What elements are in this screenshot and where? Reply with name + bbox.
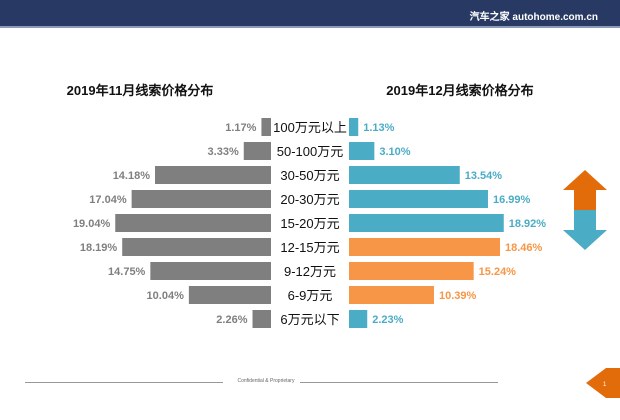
page-number: 1 [603,382,607,388]
category-label: 20-30万元 [280,192,339,207]
bar-dec [349,286,434,304]
footer-text: Confidential & Proprietary [237,378,295,384]
category-label: 12-15万元 [280,240,339,255]
page-number-badge: 1 [586,368,620,398]
label-nov: 17.04% [89,194,127,206]
label-dec: 16.99% [493,194,531,206]
header-bar: 汽车之家 autohome.com.cn [0,0,620,28]
label-dec: 10.39% [439,290,477,302]
category-label: 9-12万元 [284,264,336,279]
bar-nov [188,286,271,304]
label-nov: 19.04% [73,218,111,230]
label-dec: 18.46% [505,242,543,254]
bar-dec [349,118,359,136]
bar-dec [349,142,375,160]
bar-nov [243,142,271,160]
bar-nov [155,166,271,184]
label-nov: 3.33% [208,146,239,158]
label-nov: 14.75% [108,266,146,278]
label-dec: 1.13% [363,122,394,134]
bar-nov [252,310,271,328]
bar-nov [122,238,271,256]
bar-dec [349,190,488,208]
category-label: 30-50万元 [280,168,339,183]
label-nov: 10.04% [147,290,185,302]
brand-logo-text: 汽车之家 autohome.com.cn [469,12,598,23]
bar-nov [131,190,271,208]
category-label: 6-9万元 [288,288,333,303]
bar-nov [150,262,271,280]
right-chart-title: 2019年12月线索价格分布 [386,83,534,98]
label-nov: 14.18% [113,170,151,182]
category-label: 15-20万元 [280,216,339,231]
bar-nov [115,214,271,232]
category-label: 100万元以上 [273,120,347,135]
bar-dec [349,262,474,280]
label-dec: 3.10% [379,146,410,158]
bar-dec [349,214,504,232]
footer-divider [25,382,223,383]
category-label: 50-100万元 [277,144,343,159]
arrow-up-icon [563,170,607,210]
left-chart-title: 2019年11月线索价格分布 [66,83,214,98]
label-dec: 13.54% [465,170,503,182]
label-nov: 1.17% [225,122,256,134]
category-label: 6万元以下 [280,312,339,327]
label-dec: 15.24% [479,266,517,278]
label-dec: 2.23% [372,314,403,326]
bar-dec [349,166,460,184]
label-dec: 18.92% [509,218,547,230]
label-nov: 2.26% [216,314,247,326]
bar-dec [349,238,501,256]
footer-divider [300,382,498,383]
arrow-down-icon [563,210,607,250]
label-nov: 18.19% [80,242,118,254]
bar-dec [349,310,368,328]
bar-nov [261,118,271,136]
